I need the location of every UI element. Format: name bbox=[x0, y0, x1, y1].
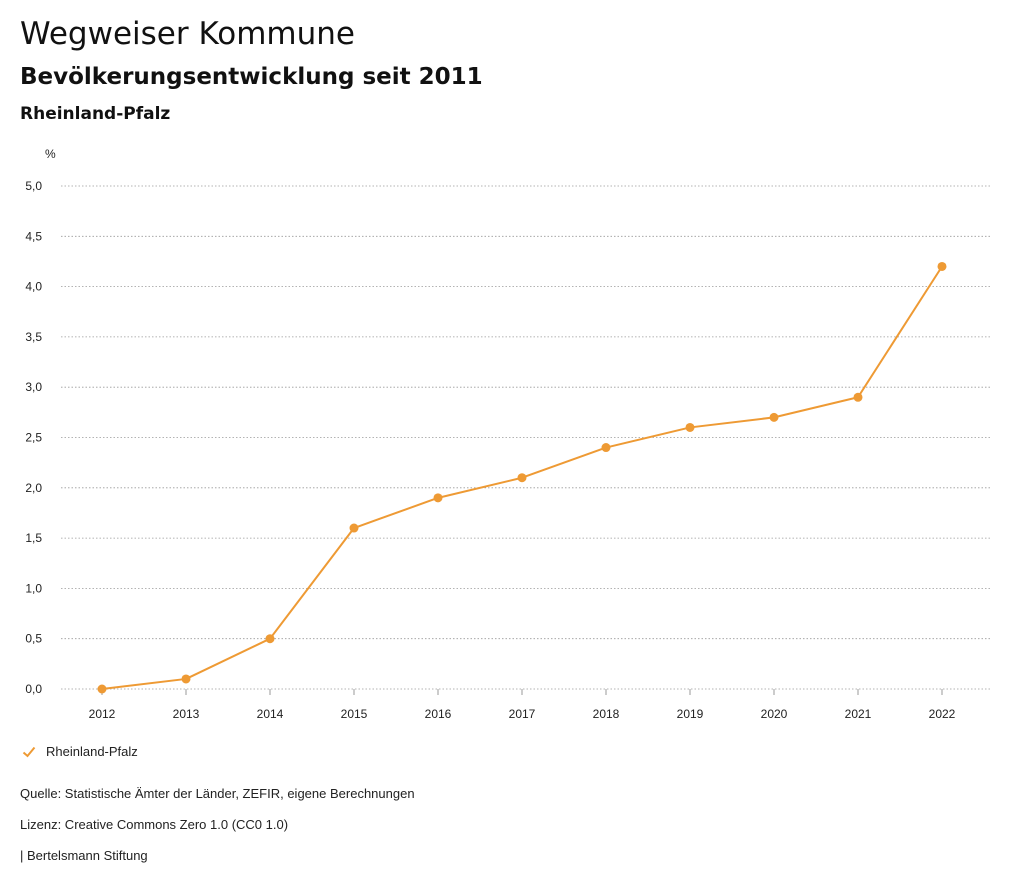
data-point bbox=[769, 412, 779, 422]
x-tick-label: 2019 bbox=[677, 707, 704, 721]
line-chart: % 0,0 0,5 1,0 1,5 2,0 2,5 3,0 3,5 4,0 4,5 5,0 2012… bbox=[25, 147, 991, 721]
y-tick-label: 3,0 bbox=[25, 380, 42, 394]
y-tick-label: 0,5 bbox=[25, 632, 42, 646]
x-tick-label: 2022 bbox=[929, 707, 956, 721]
x-tick-label: 2017 bbox=[509, 707, 536, 721]
data-point bbox=[517, 473, 527, 483]
x-tick-label: 2018 bbox=[593, 707, 620, 721]
data-point bbox=[937, 261, 947, 271]
data-point bbox=[265, 634, 275, 644]
y-tick-label: 4,0 bbox=[25, 280, 42, 294]
region-label: Rheinland-Pfalz bbox=[20, 104, 171, 124]
data-point bbox=[433, 493, 443, 503]
data-point bbox=[181, 674, 191, 684]
publisher-note: | Bertelsmann Stiftung bbox=[20, 848, 148, 863]
y-axis-label: % bbox=[45, 147, 56, 161]
y-tick-label: 5,0 bbox=[25, 179, 42, 193]
y-tick-label: 2,0 bbox=[25, 481, 42, 495]
data-point bbox=[97, 684, 107, 694]
y-tick-label: 0,0 bbox=[25, 682, 42, 696]
legend[interactable]: Rheinland-Pfalz bbox=[22, 744, 138, 759]
data-point bbox=[349, 523, 359, 533]
x-tick-label: 2013 bbox=[173, 707, 200, 721]
data-point bbox=[685, 422, 695, 432]
legend-check-icon bbox=[22, 746, 36, 757]
data-point bbox=[601, 443, 611, 453]
y-tick-label: 2,5 bbox=[25, 431, 42, 445]
y-tick-label: 1,5 bbox=[25, 531, 42, 545]
x-tick-label: 2014 bbox=[257, 707, 284, 721]
chart-subtitle: Bevölkerungsentwicklung seit 2011 bbox=[20, 64, 483, 90]
x-tick-label: 2016 bbox=[425, 707, 452, 721]
y-tick-label: 3,5 bbox=[25, 330, 42, 344]
x-tick-label: 2015 bbox=[341, 707, 368, 721]
x-tick-label: 2012 bbox=[89, 707, 116, 721]
y-tick-label: 1,0 bbox=[25, 581, 42, 595]
chart-title: Wegweiser Kommune bbox=[20, 16, 355, 52]
x-tick-label: 2020 bbox=[761, 707, 788, 721]
data-point bbox=[853, 392, 863, 402]
license-note: Lizenz: Creative Commons Zero 1.0 (CC0 1… bbox=[20, 817, 289, 832]
y-tick-label: 4,5 bbox=[25, 229, 42, 243]
x-tick-label: 2021 bbox=[845, 707, 872, 721]
legend-label: Rheinland-Pfalz bbox=[46, 744, 138, 759]
source-note: Quelle: Statistische Ämter der Länder, Z… bbox=[20, 786, 415, 801]
